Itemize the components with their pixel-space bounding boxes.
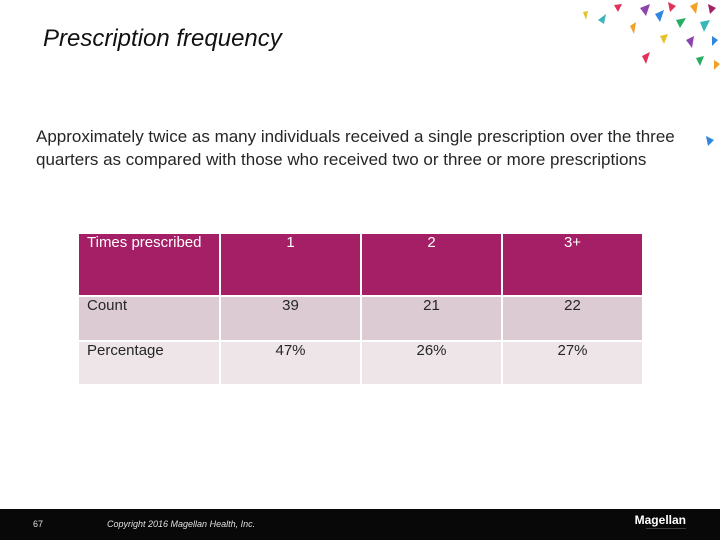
slide-body-text: Approximately twice as many individuals … — [36, 127, 675, 169]
row-label-count: Count — [79, 296, 220, 342]
table-row-count: Count 39 21 22 — [79, 296, 642, 342]
count-cell-1: 39 — [219, 296, 361, 342]
header-cell-label: Times prescribed — [79, 234, 220, 297]
slide-number: 67 — [33, 519, 44, 529]
percentage-cell-3plus: 27% — [501, 341, 642, 386]
slide-title: Prescription frequency — [43, 25, 282, 52]
percentage-cell-1: 47% — [219, 341, 361, 386]
header-cell-3plus: 3+ — [501, 234, 642, 297]
count-cell-2: 21 — [360, 296, 502, 342]
decorative-confetti — [583, 2, 720, 146]
count-cell-3plus: 22 — [501, 296, 642, 342]
table-row-percentage: Percentage 47% 26% 27% — [79, 341, 642, 386]
magellan-logo: Magellan —————————— — [634, 513, 686, 530]
header-cell-1: 1 — [219, 234, 361, 297]
row-label-percentage: Percentage — [79, 341, 220, 386]
prescription-frequency-table: Times prescribed 1 2 3+ Count 39 21 22 P… — [79, 234, 642, 386]
percentage-cell-2: 26% — [360, 341, 502, 386]
slide-footer: 67 Copyright 2016 Magellan Health, Inc. … — [0, 509, 720, 540]
table-header-row: Times prescribed 1 2 3+ — [79, 234, 642, 297]
copyright-text: Copyright 2016 Magellan Health, Inc. — [107, 519, 256, 529]
header-cell-2: 2 — [360, 234, 502, 297]
